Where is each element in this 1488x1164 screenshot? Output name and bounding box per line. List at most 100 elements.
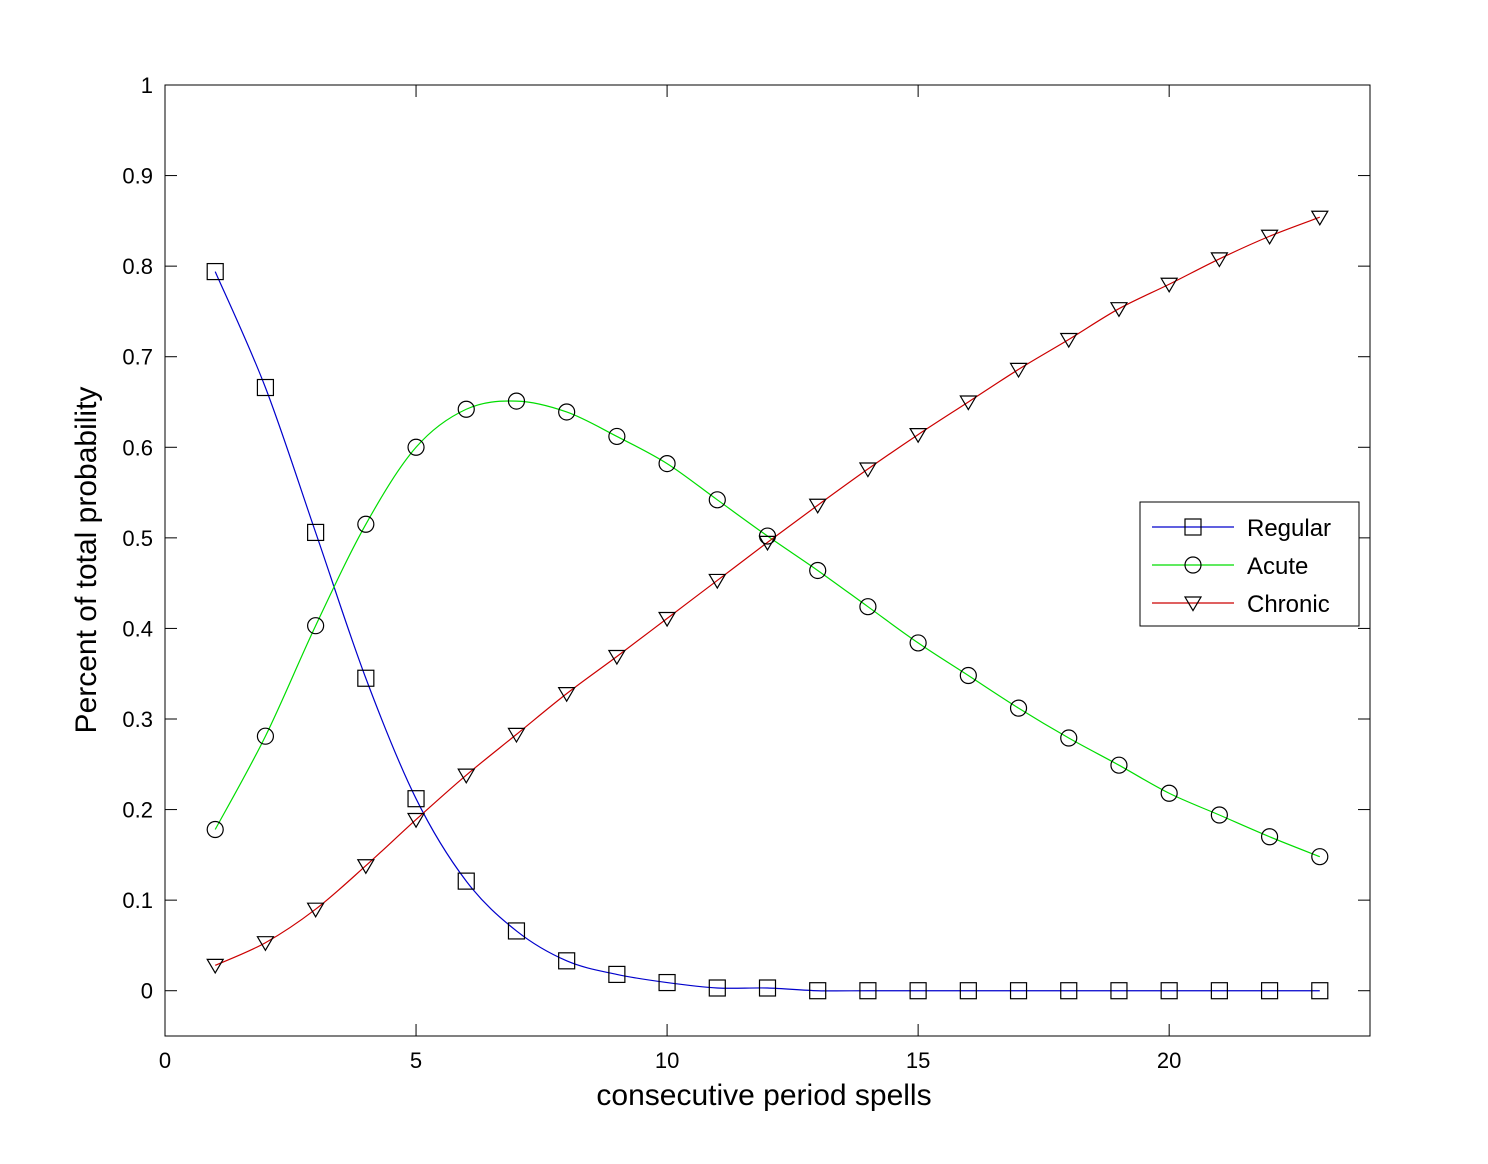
data-point-acute	[959, 666, 977, 685]
data-point-regular	[909, 982, 927, 1000]
data-point-acute	[608, 427, 626, 446]
data-point-acute	[407, 438, 425, 456]
data-point-acute	[457, 400, 475, 418]
data-point-regular	[859, 982, 877, 1000]
data-point-acute	[658, 454, 676, 473]
y-tick-label: 0.6	[122, 435, 153, 460]
legend: Regular Acute Chronic	[1139, 501, 1360, 627]
y-tick-label: 0.7	[122, 345, 153, 370]
y-tick-label: 0.9	[122, 164, 153, 189]
data-point-chronic	[909, 428, 928, 444]
y-tick-label: 1	[141, 73, 153, 98]
data-point-chronic	[507, 727, 526, 744]
y-tick-label: 0.5	[122, 526, 153, 551]
data-point-acute	[1060, 729, 1078, 747]
data-point-chronic	[607, 649, 626, 666]
data-point-chronic	[658, 611, 677, 628]
x-tick-label: 15	[906, 1048, 930, 1073]
data-point-acute	[1311, 848, 1329, 866]
data-point-regular	[1060, 982, 1078, 1000]
data-point-chronic	[1009, 362, 1028, 379]
data-point-regular	[959, 982, 977, 1000]
data-point-acute	[507, 392, 526, 410]
data-point-regular	[658, 973, 676, 992]
data-point-acute	[1110, 756, 1128, 774]
series-markers	[206, 210, 1329, 1000]
data-point-regular	[457, 872, 475, 890]
data-point-acute	[256, 727, 275, 745]
y-tick-label: 0.2	[122, 798, 153, 823]
data-point-acute	[558, 403, 576, 421]
data-point-regular	[357, 669, 375, 687]
y-tick-label: 0.3	[122, 707, 153, 732]
data-point-acute	[357, 515, 375, 533]
axis-ticks: 0 5 10 15 20 0 0.1 0.2 0.3 0.4 0.5 0.6 0.7 0.8 0.9 1	[122, 73, 1370, 1073]
series-line-chronic	[214, 216, 1321, 966]
x-axis-label: consecutive period spells	[596, 1079, 931, 1112]
data-point-chronic	[858, 462, 877, 478]
data-point-regular	[407, 790, 425, 808]
legend-label-regular: Regular	[1247, 515, 1331, 542]
data-point-acute	[1260, 828, 1279, 846]
data-point-acute	[708, 491, 726, 509]
data-point-regular	[708, 979, 726, 997]
data-point-regular	[1210, 982, 1228, 1000]
data-point-regular	[558, 952, 576, 970]
data-point-regular	[1311, 982, 1329, 1000]
data-point-regular	[1260, 982, 1279, 1000]
y-tick-label: 0.4	[122, 616, 153, 641]
data-point-chronic	[1059, 332, 1078, 349]
data-point-regular	[1009, 982, 1028, 1000]
data-point-regular	[1160, 982, 1178, 1000]
data-point-chronic	[256, 936, 275, 952]
x-tick-label: 5	[410, 1048, 422, 1073]
legend-label-acute: Acute	[1247, 553, 1308, 580]
x-tick-label: 0	[159, 1048, 171, 1073]
data-point-chronic	[708, 573, 727, 590]
series-lines	[214, 216, 1321, 992]
data-point-chronic	[1260, 229, 1279, 246]
y-tick-label: 0	[141, 979, 153, 1004]
data-point-chronic	[1160, 277, 1179, 294]
x-tick-label: 20	[1157, 1048, 1181, 1073]
data-point-acute	[1009, 699, 1028, 717]
legend-marker-regular	[1184, 518, 1202, 536]
y-tick-label: 0.1	[122, 888, 153, 913]
data-point-acute	[909, 634, 927, 652]
data-point-acute	[307, 617, 325, 635]
y-axis-label: Percent of total probability	[70, 387, 103, 734]
data-point-acute	[809, 561, 827, 580]
data-point-chronic	[1109, 302, 1129, 318]
data-point-regular	[507, 922, 526, 940]
x-tick-label: 10	[655, 1048, 679, 1073]
data-point-regular	[256, 378, 275, 397]
data-point-regular	[307, 523, 325, 542]
series-line-regular	[214, 271, 1320, 992]
data-point-acute	[206, 820, 224, 839]
data-point-chronic	[959, 395, 978, 411]
data-point-regular	[809, 982, 827, 1000]
legend-label-chronic: Chronic	[1247, 591, 1330, 618]
data-point-acute	[1210, 806, 1228, 824]
data-point-chronic	[1210, 252, 1229, 268]
data-point-regular	[1110, 982, 1128, 1000]
data-point-chronic	[457, 768, 476, 784]
data-point-regular	[758, 979, 777, 997]
y-tick-label: 0.8	[122, 254, 153, 279]
data-point-chronic	[808, 498, 827, 515]
data-point-regular	[206, 262, 224, 281]
data-point-regular	[608, 965, 626, 984]
data-point-acute	[859, 598, 877, 616]
data-point-chronic	[1310, 210, 1329, 227]
series-line-acute	[214, 400, 1321, 858]
data-point-acute	[1160, 784, 1178, 802]
legend-marker-chronic	[1183, 596, 1203, 612]
legend-marker-acute	[1184, 556, 1202, 574]
data-point-chronic	[206, 958, 225, 975]
legend-box	[1139, 501, 1360, 627]
data-point-chronic	[356, 859, 375, 875]
data-point-chronic	[557, 687, 576, 703]
data-point-chronic	[758, 535, 777, 552]
